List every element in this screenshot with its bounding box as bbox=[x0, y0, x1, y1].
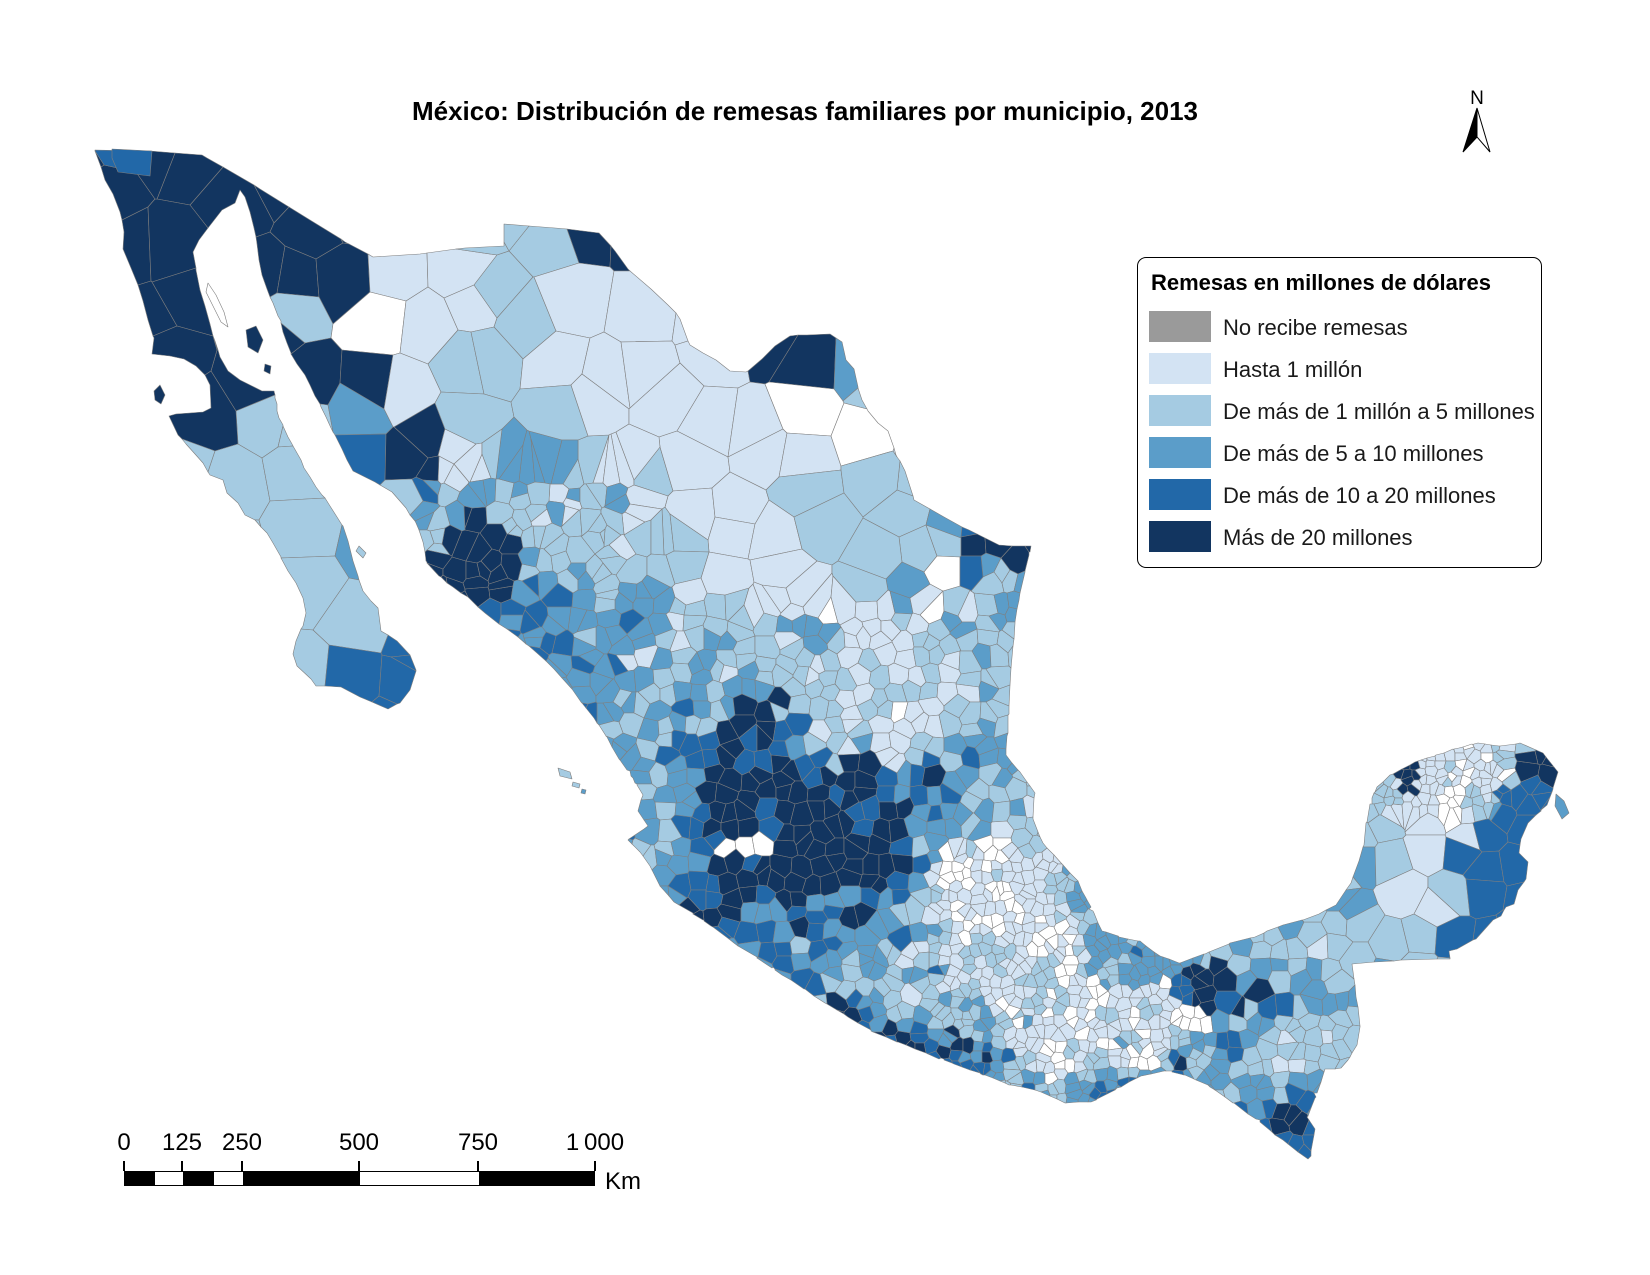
svg-text:N: N bbox=[1470, 88, 1484, 109]
